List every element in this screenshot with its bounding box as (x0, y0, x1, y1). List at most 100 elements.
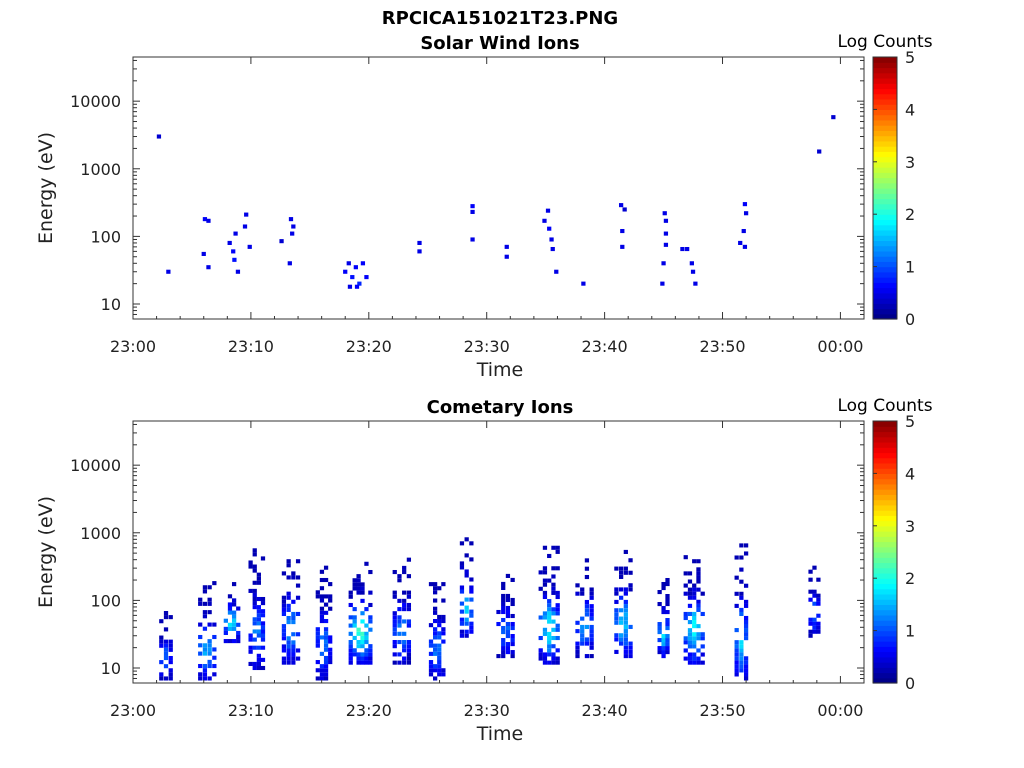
data-cell (256, 596, 261, 602)
y-tick-label: 10 (101, 659, 121, 678)
data-cell (244, 212, 249, 217)
data-cell (168, 615, 173, 620)
data-cell (623, 633, 628, 638)
data-cell (808, 589, 813, 594)
data-cell (319, 586, 325, 591)
x-tick-label: 23:20 (346, 701, 392, 720)
data-cell (692, 587, 697, 592)
data-cell (547, 640, 552, 645)
data-cell (464, 617, 469, 622)
data-cell (555, 594, 560, 600)
data-cell (291, 571, 296, 576)
colorbar-segment (873, 572, 897, 579)
data-cell (260, 556, 266, 561)
data-cell (743, 660, 749, 665)
data-cell (360, 619, 365, 624)
data-cell (354, 284, 360, 289)
data-cell (618, 587, 624, 592)
data-cell (628, 583, 633, 588)
data-cell (286, 563, 291, 568)
data-cell (816, 613, 821, 618)
data-cell (356, 640, 361, 645)
data-cell (397, 660, 402, 665)
data-cell (163, 664, 169, 669)
colorbar-segment (873, 630, 897, 637)
data-cell (397, 623, 402, 628)
plot-area (133, 421, 864, 683)
colorbar-tick-label: 1 (905, 258, 915, 277)
data-cell (281, 632, 287, 637)
colorbar-segment (873, 125, 897, 131)
data-cell (542, 615, 548, 620)
data-cell (692, 615, 697, 621)
data-cell (584, 604, 590, 609)
colorbar-segment (873, 452, 897, 459)
data-cell (260, 629, 266, 634)
data-cell (248, 661, 253, 666)
data-cell (437, 672, 442, 677)
data-cell (202, 676, 208, 681)
data-cell (683, 648, 688, 653)
data-cell (555, 603, 560, 608)
data-cell (392, 627, 397, 632)
data-cell (628, 641, 633, 646)
data-cell (547, 635, 552, 641)
data-cell (505, 625, 511, 631)
colorbar-segment (873, 271, 897, 278)
data-cell (693, 281, 698, 286)
data-cell (406, 602, 412, 608)
data-cell (260, 621, 266, 626)
data-cell (614, 633, 619, 638)
data-cell (252, 645, 257, 650)
data-cell (816, 597, 821, 602)
data-cell (315, 635, 320, 640)
data-cell (291, 652, 296, 657)
data-cell (315, 594, 320, 599)
data-cell (538, 615, 543, 620)
data-cell (700, 632, 705, 637)
data-cell (459, 541, 465, 546)
data-cell (352, 582, 357, 587)
data-cell (459, 565, 465, 570)
data-cell (207, 610, 212, 615)
data-cell (831, 115, 836, 120)
x-tick-label: 00:00 (817, 701, 863, 720)
data-cell (433, 582, 438, 587)
colorbar-segment (873, 421, 897, 427)
data-cell (501, 581, 506, 586)
data-cell (542, 590, 548, 595)
data-cell (315, 627, 320, 632)
data-cell (623, 620, 628, 625)
data-cell (328, 606, 333, 611)
data-cell (428, 672, 434, 677)
data-cell (469, 597, 474, 602)
data-cell (328, 635, 333, 640)
data-cell (542, 582, 548, 587)
data-cell (168, 639, 173, 644)
data-cell (242, 224, 248, 229)
data-cell (551, 619, 556, 624)
data-cell (350, 275, 355, 280)
data-cell (581, 281, 586, 286)
data-cell (227, 639, 233, 644)
data-cell (201, 251, 206, 256)
colorbar-segment (873, 67, 897, 74)
data-cell (166, 269, 171, 274)
x-tick-label: 23:50 (699, 337, 745, 356)
colorbar-segment (873, 557, 897, 564)
x-tick-label: 00:00 (817, 337, 863, 356)
data-cell (584, 624, 590, 630)
x-tick-label: 23:40 (582, 701, 628, 720)
data-cell (356, 578, 361, 583)
data-cell (469, 577, 474, 582)
data-cell (614, 612, 619, 617)
x-tick-label: 23:40 (582, 337, 628, 356)
data-cell (198, 672, 203, 677)
data-cell (441, 668, 446, 673)
data-cell (628, 558, 633, 563)
data-cell (464, 537, 469, 542)
colorbar-segment (873, 588, 897, 595)
data-cell (281, 624, 287, 629)
colorbar-segment (873, 515, 897, 522)
data-cell (352, 652, 357, 657)
